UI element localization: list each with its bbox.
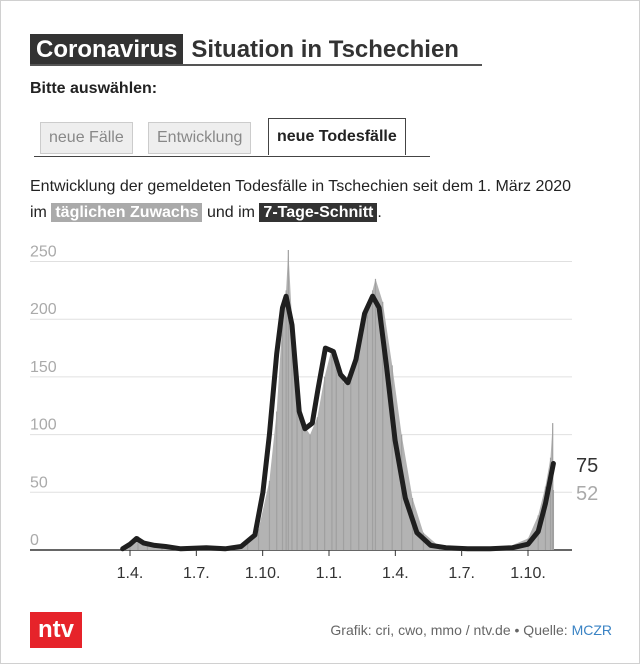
y-tick-label: 0: [30, 532, 39, 549]
x-tick-label: 1.4.: [117, 565, 144, 582]
tab-new-deaths[interactable]: neue Todesfälle: [268, 118, 406, 155]
y-tick-label: 200: [30, 301, 57, 318]
description-mid: und im: [206, 204, 255, 221]
tab-development[interactable]: Entwicklung: [148, 122, 252, 154]
x-axis-ticks: 1.4. 1.7. 1.10. 1.1. 1.4. 1.7. 1.10.: [117, 550, 546, 582]
title-tag: Coronavirus: [30, 34, 184, 66]
y-tick-label: 250: [30, 244, 57, 261]
title-text: Situation in Tschechien: [191, 36, 459, 63]
x-tick-label: 1.10.: [245, 565, 281, 582]
description-line-1: Entwicklung der gemeldeten Todesfälle in…: [30, 178, 572, 195]
source-text: Grafik: cri, cwo, mmo / ntv.de • Quelle:: [330, 622, 572, 638]
end-label-average: 75: [576, 455, 598, 477]
ntv-logo: ntv: [30, 612, 82, 648]
y-tick-label: 150: [30, 359, 57, 376]
x-tick-label: 1.7.: [183, 565, 210, 582]
daily-bars: [122, 250, 555, 550]
y-tick-label: 50: [30, 474, 48, 491]
legend-average-chip: 7-Tage-Schnitt: [259, 203, 378, 222]
title-underline: [30, 64, 482, 66]
source-link[interactable]: MCZR: [571, 622, 612, 638]
tab-baseline: [34, 156, 430, 157]
daily-bars-area: [122, 250, 554, 550]
x-tick-label: 1.10.: [510, 565, 546, 582]
description-pre: im: [30, 204, 47, 221]
chart-description: Entwicklung der gemeldeten Todesfälle in…: [30, 174, 610, 226]
legend-daily-chip: täglichen Zuwachs: [51, 203, 203, 222]
chart-plot: 0 50 100 150 200 250 1.4. 1.7. 1.10. 1.1. 1.4. 1.7…: [30, 244, 598, 582]
end-label-daily: 52: [576, 483, 598, 505]
select-prompt: Bitte auswählen:: [30, 80, 158, 97]
x-tick-label: 1.1.: [316, 565, 343, 582]
description-post: .: [377, 204, 382, 221]
y-tick-label: 100: [30, 417, 57, 434]
average-line: [120, 293, 556, 552]
tab-bar: neue Fälle Entwicklung neue Todesfälle: [40, 118, 430, 156]
y-axis-labels: 0 50 100 150 200 250: [30, 244, 57, 549]
source-line: Grafik: cri, cwo, mmo / ntv.de • Quelle:…: [330, 622, 612, 638]
x-tick-label: 1.7.: [448, 565, 475, 582]
chart-title: Coronavirus Situation in Tschechien: [30, 34, 459, 66]
x-tick-label: 1.4.: [382, 565, 409, 582]
tab-new-cases[interactable]: neue Fälle: [40, 122, 133, 154]
